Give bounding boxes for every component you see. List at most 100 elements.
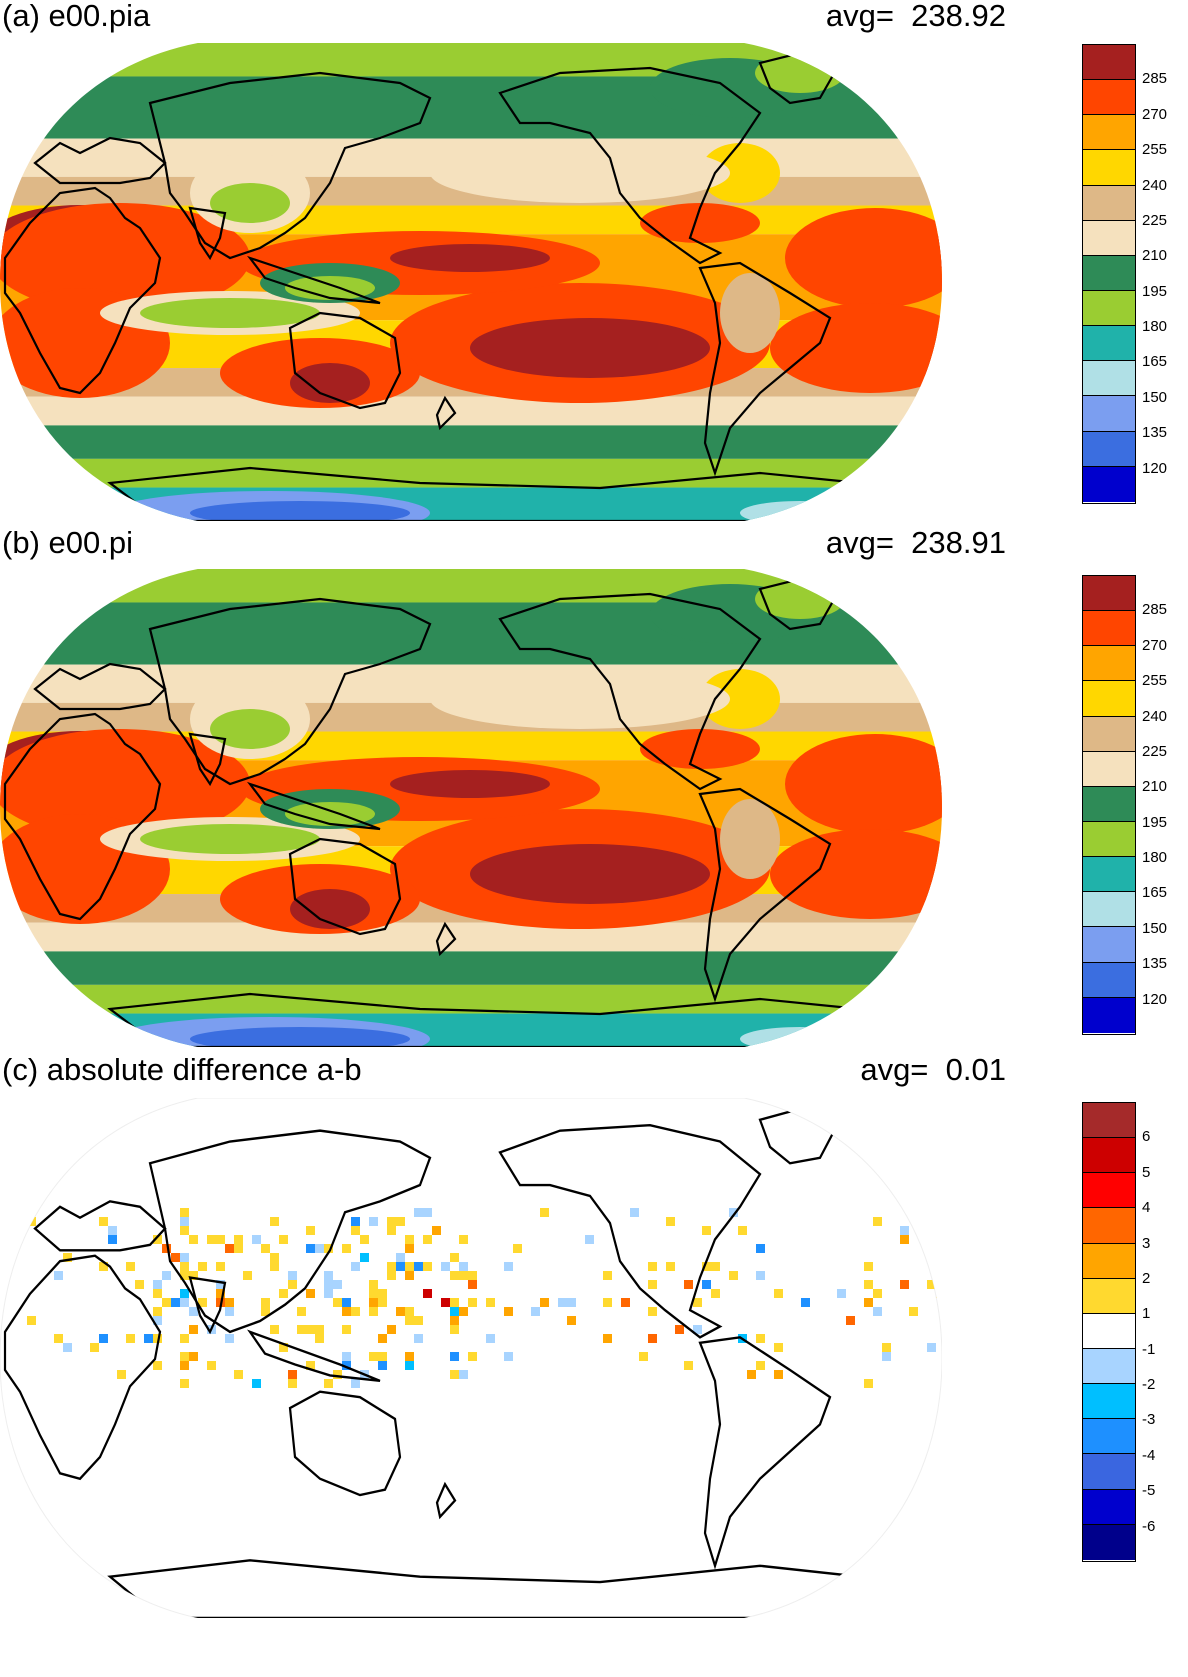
difference-cell [621,1298,630,1307]
difference-cell [351,1217,360,1226]
temperature-map [0,43,942,521]
difference-cell [405,1244,414,1253]
difference-cell [423,1262,432,1271]
difference-cell [729,1271,738,1280]
temperature-region [390,244,550,272]
coastline-outline [498,592,762,791]
temperature-region [290,363,370,403]
difference-cell [360,1253,369,1262]
difference-cell [180,1262,189,1271]
difference-cell [450,1298,459,1307]
difference-cell [900,1235,909,1244]
difference-cell [126,1334,135,1343]
difference-cell [153,1307,162,1316]
difference-cell [531,1307,540,1316]
colorbar-tick-label: -1 [1142,1340,1156,1358]
colorbar-tick-label: 1 [1142,1305,1151,1323]
difference-cell [225,1307,234,1316]
difference-cell [747,1370,756,1379]
colorbar-swatch [1083,751,1135,787]
difference-cell [153,1316,162,1325]
difference-cell [540,1208,549,1217]
difference-cell [279,1289,288,1298]
difference-cell [711,1289,720,1298]
difference-cell [468,1280,477,1289]
colorbar-swatch [1083,150,1135,186]
difference-cell [297,1307,306,1316]
latitude-band [0,458,942,488]
colorbar-swatch [1083,821,1135,858]
difference-cell [648,1280,657,1289]
difference-cell [153,1235,162,1244]
panel-title: (b) e00.pi [2,525,133,560]
latitude-band [0,922,942,952]
colorbar-tick-label: 135 [1142,424,1168,442]
difference-cell [387,1217,396,1226]
colorbar-swatch [1083,1103,1135,1139]
difference-cell [900,1280,909,1289]
difference-cell [396,1262,405,1271]
avg-value: 238.92 [911,0,1006,33]
difference-cell [369,1289,378,1298]
difference-cell [603,1298,612,1307]
difference-cell [774,1343,783,1352]
difference-cell [171,1253,180,1262]
difference-cell [693,1298,702,1307]
latitude-band [0,951,942,985]
difference-cell [189,1307,198,1316]
colorbar-tick-label: 180 [1142,318,1168,336]
difference-cell [288,1280,297,1289]
temperature-region [640,203,760,243]
coastline-outline [498,66,762,265]
colorbar-swatch [1083,1419,1135,1455]
difference-cell [180,1334,189,1343]
coastline-outline [698,261,832,477]
temperature-region [0,203,250,313]
difference-cell [99,1217,108,1226]
colorbar-swatch [1083,431,1135,467]
temperature-region [140,824,320,854]
colorbar-swatch [1083,576,1135,612]
colorbar-box [1082,1102,1136,1562]
difference-cell [324,1379,333,1388]
difference-cell [702,1226,711,1235]
colorbar-tick-label: 270 [1142,105,1168,123]
panel-title: (a) e00.pia [2,0,151,33]
colorbar-tick-label: 285 [1142,70,1168,88]
colorbar-tick-label: 150 [1142,919,1168,937]
colorbar-swatch [1083,1489,1135,1525]
difference-cell [144,1334,153,1343]
difference-cell [603,1271,612,1280]
panel-average: avg= 238.92 [826,0,1006,34]
difference-map [0,1098,942,1618]
difference-cell [513,1244,522,1253]
difference-cell [648,1334,657,1343]
difference-cell [180,1379,189,1388]
panel-a: (a) e00.pia avg= 238.92 285 270 255 240 225 2… [0,0,1188,525]
difference-cell [405,1316,414,1325]
difference-cell [180,1298,189,1307]
difference-cell [198,1298,207,1307]
difference-cell [234,1244,243,1253]
difference-cell [162,1298,171,1307]
temperature-region [290,889,370,929]
panel-c: (c) absolute difference a-b avg= 0.01 6 5… [0,1052,1188,1674]
colorbar-tick-label: 4 [1142,1199,1151,1217]
difference-cell [342,1298,351,1307]
difference-cell [540,1298,549,1307]
colorbar-swatch [1083,1384,1135,1420]
colorbar-swatch [1083,326,1135,362]
difference-cell [702,1280,711,1289]
difference-cell [873,1217,882,1226]
colorbar-swatch [1083,716,1135,752]
colorbar-tick-label: 165 [1142,353,1168,371]
temperature-region [470,844,710,904]
colorbar-swatch [1083,1454,1135,1490]
difference-cell [180,1289,189,1298]
difference-cell [450,1253,459,1262]
difference-cell [369,1307,378,1316]
temperature-region [700,669,780,729]
colorbar-tick-label: 285 [1142,601,1168,619]
difference-cell [207,1361,216,1370]
difference-cell [900,1226,909,1235]
